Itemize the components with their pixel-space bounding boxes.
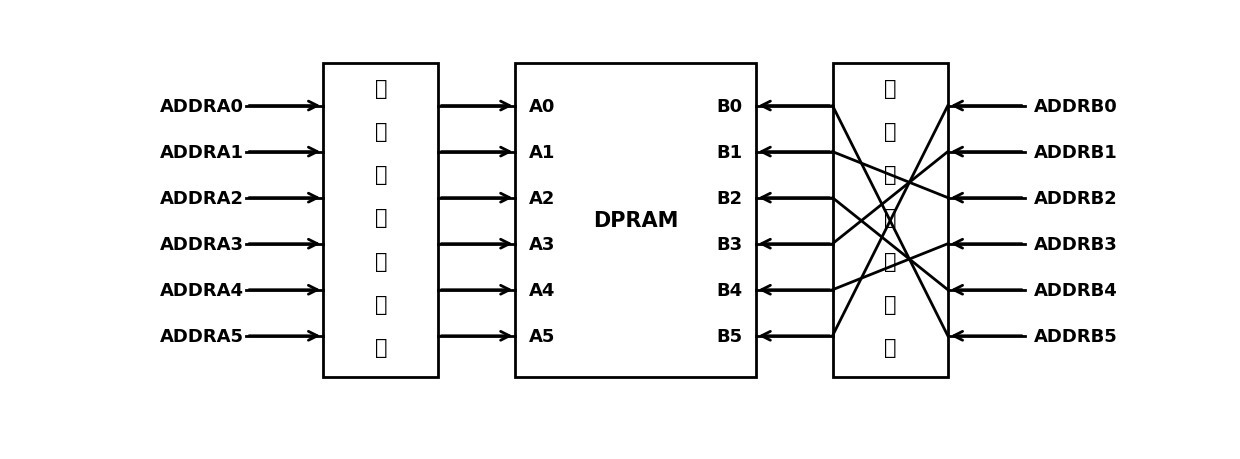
- Text: 地: 地: [884, 122, 897, 142]
- Text: B4: B4: [715, 281, 743, 299]
- Text: A3: A3: [528, 235, 556, 253]
- Text: ADDRA1: ADDRA1: [160, 143, 244, 161]
- Text: 交: 交: [374, 208, 387, 228]
- Text: ADDRB1: ADDRB1: [1034, 143, 1118, 161]
- Text: 写: 写: [374, 78, 387, 99]
- Text: A5: A5: [528, 327, 556, 345]
- Text: 地: 地: [374, 122, 387, 142]
- Text: ADDRA0: ADDRA0: [160, 97, 244, 115]
- Text: B1: B1: [715, 143, 743, 161]
- Text: ADDRA2: ADDRA2: [160, 189, 244, 207]
- Text: A4: A4: [528, 281, 556, 299]
- Text: B2: B2: [715, 189, 743, 207]
- Text: DPRAM: DPRAM: [593, 210, 678, 230]
- Text: B3: B3: [715, 235, 743, 253]
- Text: A1: A1: [528, 143, 556, 161]
- Text: ADDRB5: ADDRB5: [1034, 327, 1118, 345]
- Text: 换: 换: [374, 251, 387, 271]
- Text: 元: 元: [374, 337, 387, 358]
- Text: ADDRB4: ADDRB4: [1034, 281, 1118, 299]
- Text: ADDRB3: ADDRB3: [1034, 235, 1118, 253]
- Text: ADDRA5: ADDRA5: [160, 327, 244, 345]
- Text: ADDRB2: ADDRB2: [1034, 189, 1118, 207]
- Text: 交: 交: [884, 208, 897, 228]
- Text: ADDRA3: ADDRA3: [160, 235, 244, 253]
- Text: B0: B0: [715, 97, 743, 115]
- Text: 读: 读: [884, 78, 897, 99]
- Text: 单: 单: [374, 294, 387, 314]
- Bar: [832, 64, 947, 377]
- Text: A2: A2: [528, 189, 556, 207]
- Text: 单: 单: [884, 294, 897, 314]
- Text: 换: 换: [884, 251, 897, 271]
- Text: 址: 址: [884, 165, 897, 185]
- Text: 址: 址: [374, 165, 387, 185]
- Text: 元: 元: [884, 337, 897, 358]
- Text: ADDRA4: ADDRA4: [160, 281, 244, 299]
- Bar: [324, 64, 439, 377]
- Text: ADDRB0: ADDRB0: [1034, 97, 1118, 115]
- Bar: [516, 64, 755, 377]
- Text: B5: B5: [715, 327, 743, 345]
- Text: A0: A0: [528, 97, 556, 115]
